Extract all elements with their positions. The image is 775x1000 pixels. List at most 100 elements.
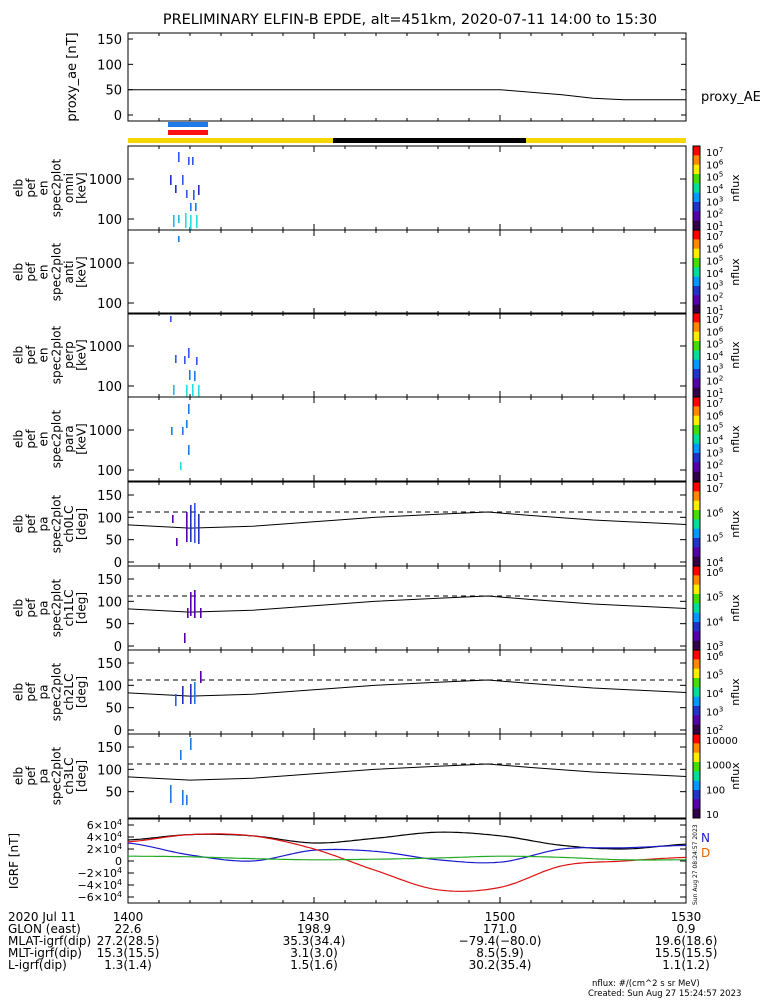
spectrogram-pixel (190, 203, 192, 211)
proxy-ae-yticks: 150 100 50 0 (97, 33, 687, 124)
colorbar-segment (693, 258, 700, 268)
y-tick-label: 1000 (89, 173, 122, 188)
x-axis-value: 15.3(15.5) (97, 946, 160, 960)
spectrogram-pixel (172, 515, 174, 523)
panel-frame (127, 733, 687, 819)
y-tick-label: 50 (105, 84, 122, 99)
colorbar-segment (693, 603, 700, 614)
spectrogram-pixel (190, 738, 192, 750)
x-axis-value: 30.2(35.4) (469, 958, 532, 972)
loss-cone-curve (127, 763, 687, 781)
y-tick-label: 150 (97, 657, 122, 672)
colorbar-segment (693, 771, 700, 782)
igrf-series-line (127, 833, 687, 892)
spectrogram-pixel (175, 185, 177, 193)
spectrogram-pixel (190, 505, 192, 542)
colorbar-tick-label: 10000 (706, 736, 738, 747)
colorbar-segment (693, 584, 700, 595)
igrf-legend-d: D (701, 846, 710, 860)
panel-ylabel-word: en (37, 348, 51, 363)
panel-ylabel-word: elb (12, 179, 26, 197)
colorbar-segment (693, 715, 700, 726)
colorbar-segment (693, 538, 700, 548)
panel-ylabel-word: en (37, 181, 51, 196)
colorbar-segment (693, 808, 700, 819)
spectrogram-pixel (196, 215, 198, 228)
y-tick-label: 4×104 (87, 830, 122, 844)
panel-frame (127, 145, 687, 231)
panel-ylabel-word: spec2plot (49, 746, 63, 805)
colorbar-segment (693, 415, 700, 426)
panel-frame (127, 649, 687, 735)
colorbar-segment (693, 612, 700, 623)
panel-ylabel-word: pef (24, 514, 38, 534)
y-tick-label: 100 (97, 511, 122, 526)
colorbar-tick-label: 104 (706, 614, 724, 628)
y-tick-label: 2×104 (87, 842, 122, 856)
colorbar-label: nflux (729, 174, 742, 202)
x-axis-row-label: L-igrf(dip) (8, 958, 67, 972)
y-tick-label: 150 (97, 33, 122, 48)
colorbar-segment (693, 631, 700, 642)
y-tick-label: 6×104 (87, 818, 122, 832)
y-tick-label: 0 (114, 556, 122, 571)
panel-ylabel-word: pa (37, 601, 51, 616)
fast-mode-bar-blue (168, 122, 208, 127)
colorbar-frame (692, 733, 701, 819)
panel-ylabel-word: spec2plot (49, 494, 63, 553)
colorbar-tick-label: 103 (706, 705, 723, 719)
colorbar-segment (693, 510, 700, 520)
colorbar-segment (693, 462, 700, 473)
x-axis-row-label: GLON (east) (8, 922, 81, 936)
y-tick-label: 50 (105, 786, 122, 801)
colorbar-tick-label: 100 (706, 785, 725, 796)
panel-ylabel-word: pa (37, 517, 51, 532)
colorbar-tick-label: 105 (706, 668, 723, 682)
colorbar-segment (693, 724, 700, 735)
spectrogram-pixel (182, 175, 184, 185)
colorbar-segment (693, 359, 700, 370)
x-axis-value: 1430 (299, 910, 330, 924)
x-axis-value: −79.4(−80.0) (459, 934, 542, 948)
sunlight-bar-day-2 (526, 138, 686, 143)
panel-ylabel-word: elb (12, 767, 26, 785)
energy-panel-1: 1000100elbpefenspec2plotanti[keV]1071061… (12, 229, 743, 317)
colorbar-segment (693, 734, 700, 744)
spectrogram-pixel (184, 633, 186, 643)
panel-ylabel-word: omni (62, 173, 76, 203)
proxy-ae-panel: 150 100 50 0 proxy_ae [nT] proxy_AE (65, 32, 761, 124)
colorbar-segment (693, 304, 700, 315)
panel-ylabel-word: pa (37, 685, 51, 700)
panel-ylabel-word: elb (12, 346, 26, 364)
spectrogram-pixel (173, 385, 175, 395)
y-tick-label: 0 (114, 724, 122, 739)
sunlight-bar-night (333, 138, 526, 143)
colorbar-segment (693, 453, 700, 463)
colorbar-segment (693, 519, 700, 530)
x-axis-value: 35.3(34.4) (283, 934, 346, 948)
y-tick-label: 50 (105, 534, 122, 549)
colorbar-tick-label: 106 (706, 506, 724, 520)
colorbar-segment (693, 780, 700, 791)
y-tick-label: 50 (105, 618, 122, 633)
y-tick-label: 100 (97, 380, 122, 395)
panel-ylabel-word: pef (24, 598, 38, 618)
panel-ylabel-word: ch2LC (62, 674, 76, 711)
spectrogram-pixel (192, 384, 194, 396)
colorbar-segment (693, 566, 700, 576)
colorbar-segment (693, 369, 700, 379)
panel-ylabel-word: perp (62, 341, 76, 369)
panel-ylabel-word: [keV] (75, 339, 89, 370)
colorbar-segment (693, 397, 700, 407)
panel-ylabel-word: pef (24, 682, 38, 702)
spectrogram-pixel (171, 427, 173, 435)
spectrogram-pixel (173, 215, 175, 227)
panel-frame (127, 312, 687, 398)
spectrogram-pixel (185, 213, 187, 228)
spectrogram-pixel (194, 682, 196, 704)
colorbar-segment (693, 668, 700, 679)
colorbar-segment (693, 248, 700, 259)
x-axis-value: 22.6 (115, 922, 142, 936)
panel-ylabel-word: ch1LC (62, 590, 76, 627)
